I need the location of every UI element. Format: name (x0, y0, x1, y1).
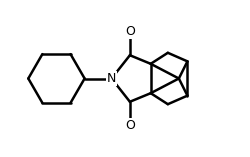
Text: N: N (107, 72, 116, 85)
Text: O: O (125, 25, 135, 38)
Text: O: O (125, 119, 135, 132)
